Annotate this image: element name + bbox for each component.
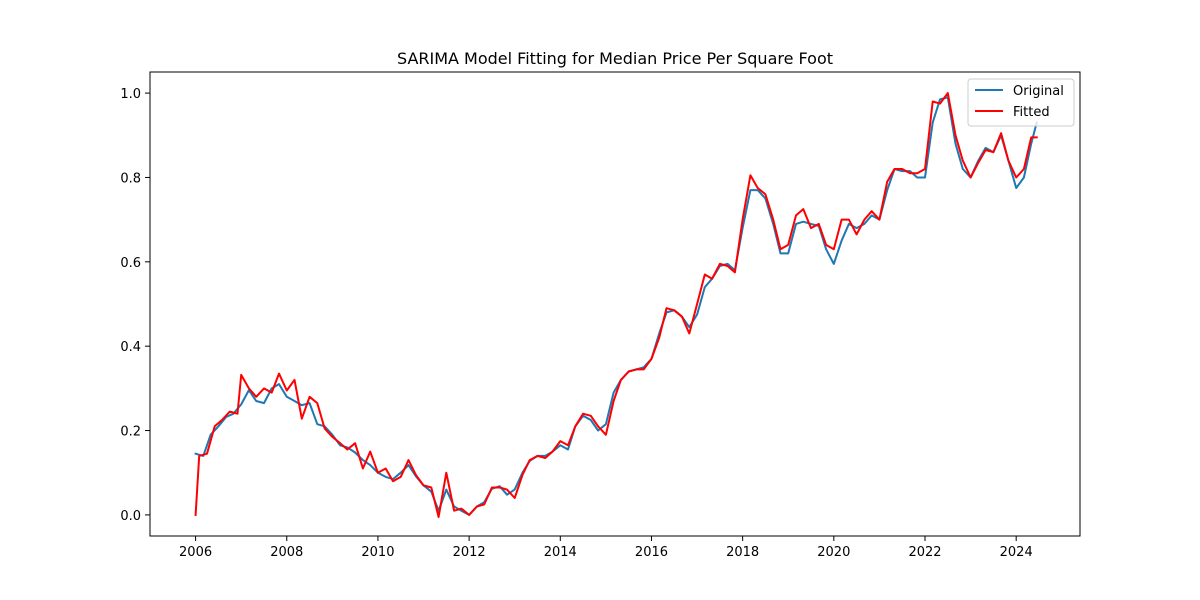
x-tick-label: 2024 [1000, 545, 1033, 560]
legend-label-original: Original [1013, 84, 1064, 99]
chart-title: SARIMA Model Fitting for Median Price Pe… [397, 49, 833, 68]
y-tick-label: 0.6 [120, 256, 141, 271]
legend-label-fitted: Fitted [1013, 105, 1050, 120]
x-tick-label: 2010 [361, 545, 394, 560]
legend: Original Fitted [967, 78, 1075, 127]
x-tick-label: 2016 [635, 545, 668, 560]
x-tick-label: 2022 [908, 545, 941, 560]
x-tick-label: 2020 [817, 545, 850, 560]
plot-frame [149, 71, 1081, 537]
y-axis: 0.0 0.2 0.4 0.6 0.8 1.0 [120, 87, 150, 524]
series-line-fitted [194, 92, 1038, 518]
y-tick-label: 0.2 [120, 425, 141, 440]
series-layer [194, 92, 1038, 518]
y-tick-label: 0.4 [120, 340, 141, 355]
x-tick-label: 2018 [726, 545, 759, 560]
x-axis: 2006 2008 2010 2012 2014 2016 2018 2020 2022 2024 [179, 536, 1033, 560]
x-tick-label: 2012 [453, 545, 486, 560]
x-tick-label: 2008 [270, 545, 303, 560]
y-tick-label: 1.0 [120, 87, 141, 102]
y-tick-label: 0.0 [120, 509, 141, 524]
y-tick-label: 0.8 [120, 171, 141, 186]
plot-area: 2006 2008 2010 2012 2014 2016 2018 2020 2022 2024… [120, 71, 1081, 560]
x-tick-label: 2014 [544, 545, 577, 560]
x-tick-label: 2006 [179, 545, 212, 560]
